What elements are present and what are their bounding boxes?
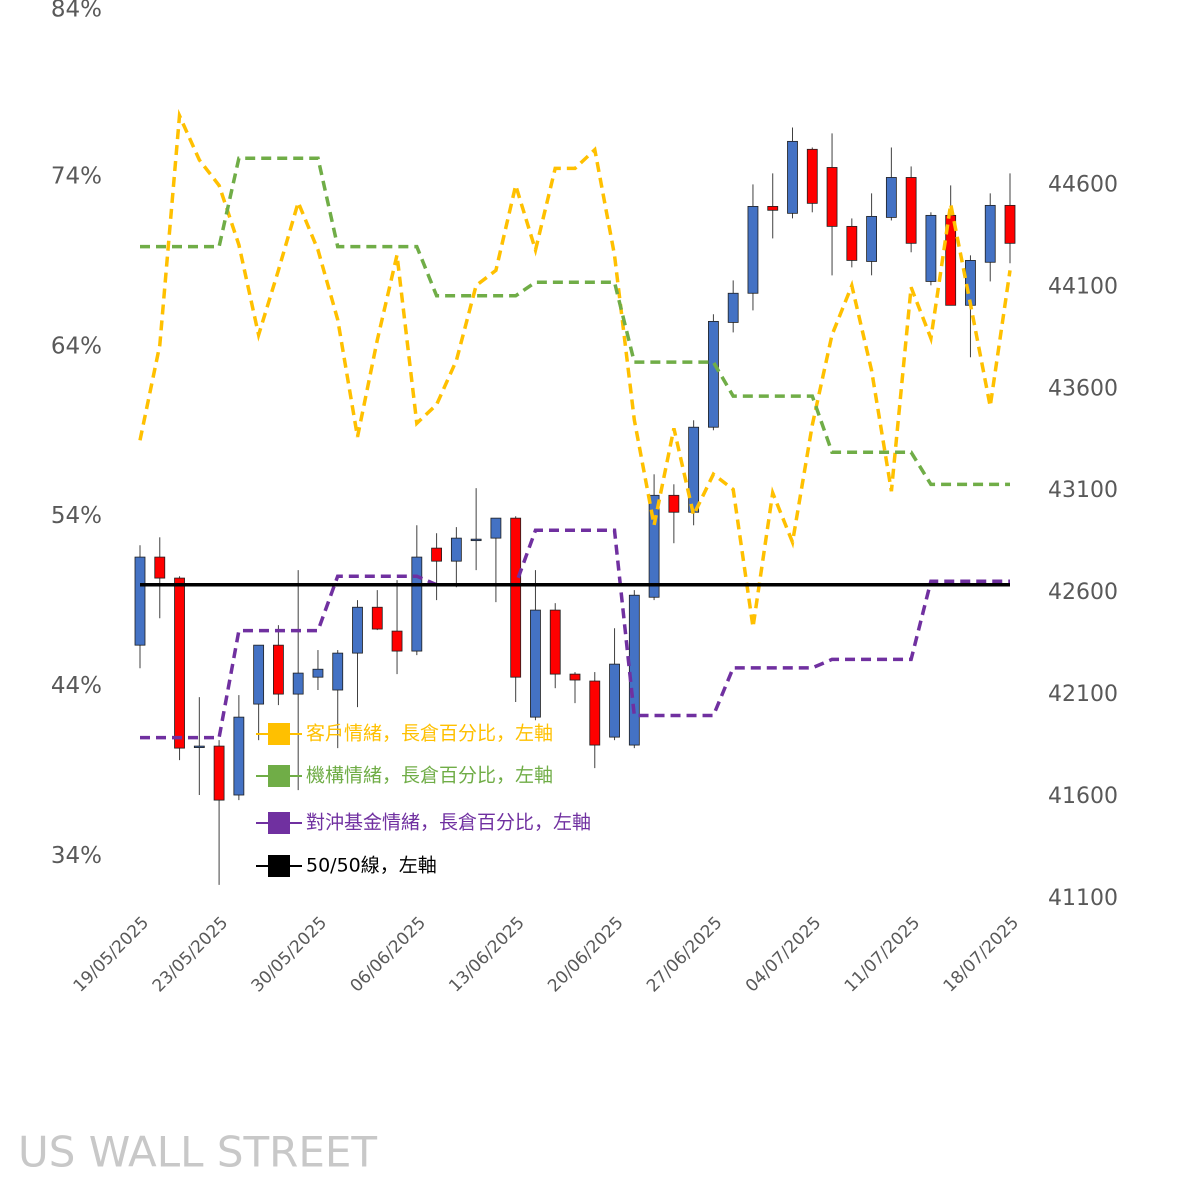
candle-body [332,652,344,691]
candle-body [925,214,937,282]
legend-label: 對沖基金情緒，長倉百分比，左軸 [306,812,591,834]
candle-body [431,547,442,562]
series-line [140,528,1010,740]
candle-body [450,537,462,562]
candle-body [747,206,759,294]
legend-marker [268,855,290,877]
candle-body [1004,204,1016,244]
candle-body [984,204,996,263]
candle-body [767,206,779,211]
candle-body [193,745,205,748]
candle-body [273,644,284,695]
candle-body [787,140,798,214]
candle-body [866,215,877,262]
y-tick-label: 84% [51,0,102,23]
series-line [138,108,1012,628]
candle-body [253,644,265,705]
y-tick-label: 54% [51,503,102,529]
candle-body [174,577,185,749]
x-tick-label: 13/06/2025 [445,913,528,996]
candle-body [569,673,581,681]
legend-label: 機構情緒，長倉百分比，左軸 [306,765,553,787]
candle-body [806,148,818,204]
y2-tick-label: 43600 [1048,376,1118,401]
series-line [140,156,1010,487]
candle-body [470,538,482,542]
candle-body [213,745,225,801]
legend-marker [268,723,290,745]
watermark: US WALL STREET [18,1128,377,1177]
y2-tick-label: 41100 [1048,886,1118,911]
candle-body [391,630,403,652]
candle-body [905,177,917,244]
candle-body [589,680,601,746]
legend-label: 50/50線，左軸 [306,855,437,877]
candle-body [549,609,561,675]
legend-label: 客戶情緒，長倉百分比，左軸 [306,723,553,745]
candle-body [530,609,541,718]
x-tick-label: 30/05/2025 [248,913,331,996]
y2-tick-label: 42100 [1048,682,1118,707]
candle-body [233,716,245,796]
candle-body [510,517,522,678]
candle-body [628,594,640,746]
legend-marker [268,812,290,834]
candle-body [727,292,739,323]
candle-body [688,426,700,513]
y-tick-label: 44% [51,673,102,699]
candle-body [371,606,383,630]
y2-tick-label: 44100 [1048,274,1118,299]
candle-body [352,606,363,654]
candle-body [411,556,423,652]
x-tick-label: 18/07/2025 [940,913,1023,996]
y-tick-label: 34% [51,843,102,869]
candle-body [668,494,680,513]
y2-tick-label: 43100 [1048,478,1118,503]
x-tick-label: 06/06/2025 [346,913,429,996]
candle-body [826,167,838,227]
candle-body [134,556,146,646]
candle-body [965,260,976,306]
candle-body [885,177,897,218]
candle-body [609,663,620,738]
y2-tick-label: 42600 [1048,580,1118,605]
candle-body [708,320,719,428]
candle-body [648,494,660,598]
legend-marker [268,765,290,787]
x-tick-label: 04/07/2025 [742,913,825,996]
x-tick-label: 19/05/2025 [70,913,153,996]
x-tick-label: 27/06/2025 [643,913,726,996]
candle-body [292,672,304,695]
candle-body [154,556,166,579]
y2-tick-label: 41600 [1048,784,1118,809]
x-tick-label: 23/05/2025 [149,913,232,996]
candle-body [312,668,324,678]
candle-body [490,517,502,539]
y-tick-label: 74% [51,163,102,189]
y-tick-label: 64% [51,333,102,359]
y2-tick-label: 44600 [1048,172,1118,197]
candle-body [846,225,858,261]
x-tick-label: 11/07/2025 [841,913,924,996]
x-tick-label: 20/06/2025 [544,913,627,996]
